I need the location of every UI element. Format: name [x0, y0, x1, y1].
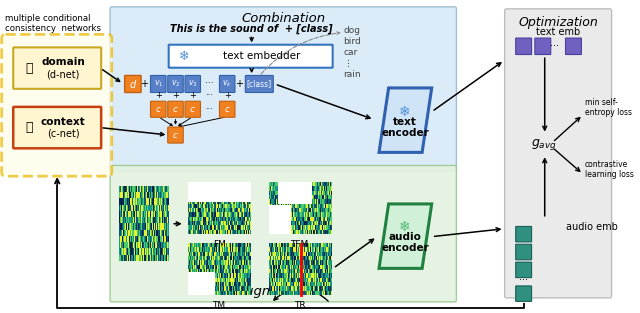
- FancyBboxPatch shape: [188, 244, 251, 295]
- Text: audio
encoder: audio encoder: [381, 232, 429, 254]
- Text: text
encoder: text encoder: [381, 117, 429, 138]
- Text: Combination: Combination: [241, 12, 325, 25]
- Text: min self-
entropy loss: min self- entropy loss: [585, 98, 632, 117]
- FancyBboxPatch shape: [566, 38, 581, 54]
- FancyBboxPatch shape: [120, 187, 169, 261]
- FancyBboxPatch shape: [188, 182, 251, 202]
- Text: text emb: text emb: [536, 28, 580, 38]
- FancyBboxPatch shape: [516, 286, 532, 301]
- Text: $c$: $c$: [172, 131, 179, 140]
- Text: $d$: $d$: [129, 78, 137, 90]
- Text: $c$: $c$: [189, 105, 196, 114]
- Text: (c-net): (c-net): [47, 129, 79, 139]
- Text: ❄: ❄: [179, 50, 190, 63]
- Text: $v_k$: $v_k$: [222, 79, 232, 89]
- Text: FM: FM: [212, 240, 225, 249]
- Polygon shape: [379, 88, 432, 152]
- FancyBboxPatch shape: [13, 47, 101, 89]
- FancyBboxPatch shape: [220, 101, 235, 117]
- Text: $c$: $c$: [155, 105, 162, 114]
- Text: This is the sound of  + [class]: This is the sound of + [class]: [170, 23, 333, 33]
- FancyBboxPatch shape: [188, 182, 251, 234]
- Text: $v_3$: $v_3$: [188, 79, 198, 89]
- Text: TR: TR: [294, 301, 305, 310]
- Text: $v_2$: $v_2$: [171, 79, 180, 89]
- FancyBboxPatch shape: [168, 75, 183, 93]
- FancyBboxPatch shape: [278, 182, 312, 204]
- FancyBboxPatch shape: [150, 101, 166, 117]
- Text: context: context: [40, 117, 85, 127]
- Text: +: +: [189, 91, 196, 100]
- FancyBboxPatch shape: [220, 75, 235, 93]
- FancyBboxPatch shape: [168, 101, 183, 117]
- Text: ···: ···: [205, 105, 213, 114]
- FancyBboxPatch shape: [185, 75, 200, 93]
- FancyBboxPatch shape: [188, 272, 214, 295]
- Text: $c$: $c$: [224, 105, 230, 114]
- Text: ⋮: ⋮: [344, 59, 353, 68]
- FancyBboxPatch shape: [535, 38, 551, 54]
- FancyBboxPatch shape: [110, 7, 456, 171]
- Text: +: +: [155, 91, 162, 100]
- FancyBboxPatch shape: [516, 244, 532, 260]
- Text: (d-net): (d-net): [46, 69, 79, 79]
- Text: rain: rain: [344, 69, 361, 79]
- Text: 🔥: 🔥: [26, 62, 33, 74]
- Text: bird: bird: [344, 37, 362, 46]
- FancyBboxPatch shape: [2, 34, 112, 176]
- Text: ❄: ❄: [399, 105, 411, 119]
- Text: multiple conditional
consistency  networks: multiple conditional consistency network…: [6, 13, 102, 33]
- Text: ···: ···: [205, 80, 214, 89]
- Text: TM: TM: [212, 301, 226, 310]
- FancyBboxPatch shape: [516, 262, 532, 278]
- Text: ···: ···: [205, 91, 213, 100]
- Text: +: +: [140, 79, 148, 89]
- Text: Optimization: Optimization: [518, 16, 598, 29]
- Text: TFM: TFM: [291, 240, 308, 249]
- Text: Augmentation: Augmentation: [236, 285, 330, 298]
- Text: car: car: [344, 48, 358, 57]
- Text: domain: domain: [41, 57, 85, 67]
- FancyBboxPatch shape: [110, 166, 456, 302]
- Text: $v_1$: $v_1$: [154, 79, 163, 89]
- FancyBboxPatch shape: [516, 38, 532, 54]
- Text: $g_{avg}$: $g_{avg}$: [531, 137, 557, 152]
- Text: ❄: ❄: [399, 220, 411, 234]
- FancyBboxPatch shape: [516, 226, 532, 242]
- Text: ···: ···: [550, 41, 559, 51]
- FancyBboxPatch shape: [269, 182, 331, 234]
- Text: $c$: $c$: [172, 105, 179, 114]
- Text: 🔥: 🔥: [26, 121, 33, 134]
- FancyBboxPatch shape: [269, 205, 291, 234]
- FancyBboxPatch shape: [125, 75, 141, 93]
- FancyBboxPatch shape: [269, 244, 331, 295]
- FancyBboxPatch shape: [168, 127, 183, 143]
- Text: dog: dog: [344, 26, 360, 35]
- Text: contrastive
learning loss: contrastive learning loss: [585, 160, 634, 179]
- Text: audio emb: audio emb: [566, 222, 618, 232]
- Text: +: +: [224, 91, 230, 100]
- Text: +: +: [235, 79, 243, 89]
- FancyBboxPatch shape: [505, 9, 612, 298]
- Polygon shape: [379, 204, 432, 268]
- FancyBboxPatch shape: [150, 75, 166, 93]
- FancyBboxPatch shape: [169, 45, 333, 68]
- FancyBboxPatch shape: [13, 107, 101, 148]
- Text: ···: ···: [519, 275, 528, 285]
- Text: [class]: [class]: [247, 80, 272, 89]
- FancyBboxPatch shape: [185, 101, 200, 117]
- Text: +: +: [172, 91, 179, 100]
- FancyBboxPatch shape: [245, 75, 273, 93]
- Text: text embedder: text embedder: [223, 51, 300, 61]
